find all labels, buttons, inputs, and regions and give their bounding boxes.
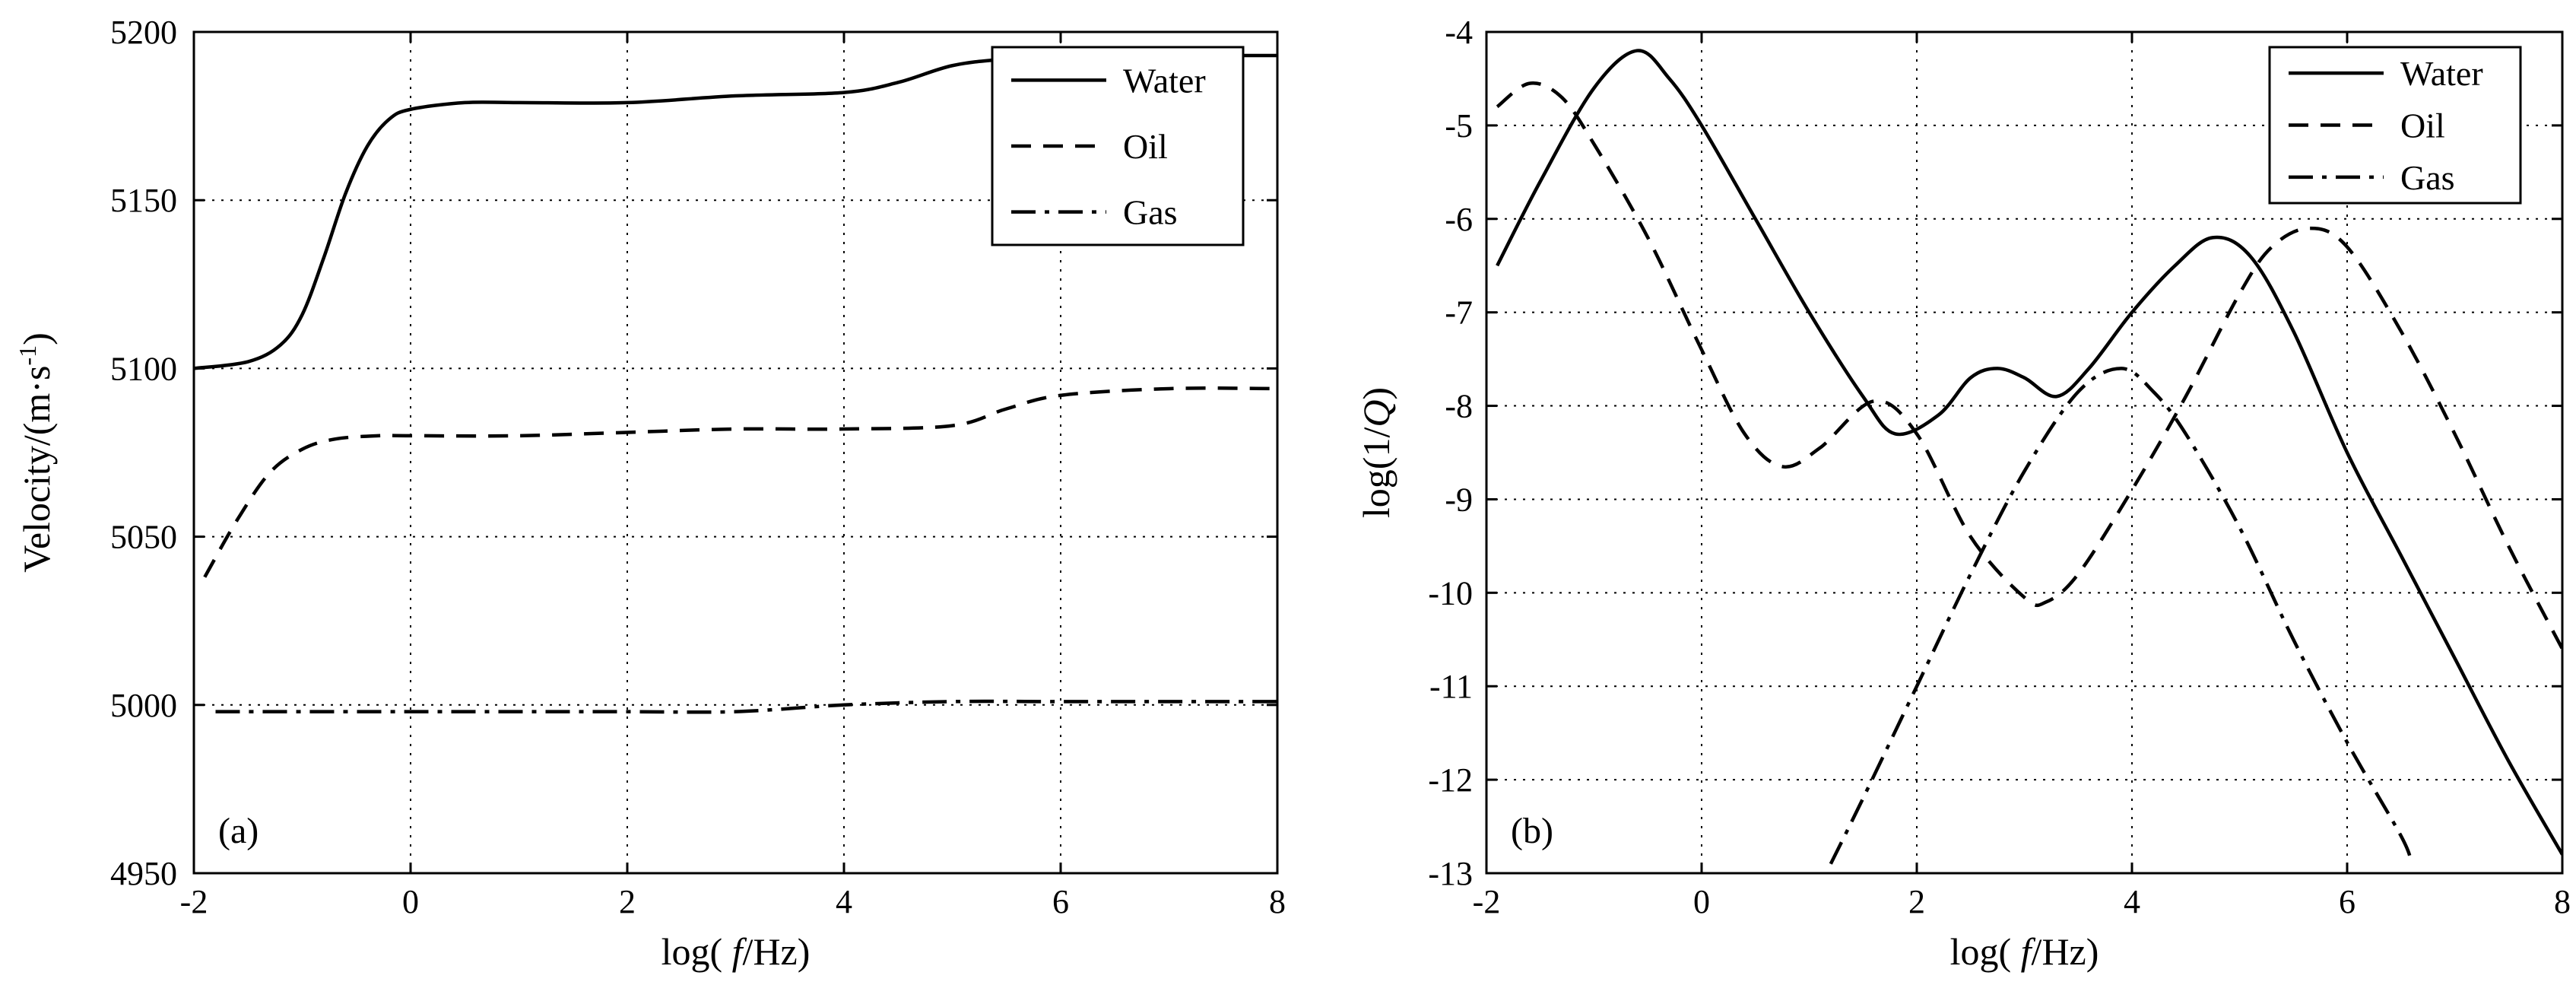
y-tick-label: -11 <box>1429 668 1473 705</box>
legend-label-oil: Oil <box>1123 127 1168 166</box>
y-tick-label: 5100 <box>110 350 177 387</box>
y-tick-label: -9 <box>1445 481 1473 518</box>
y-tick-label: -7 <box>1445 294 1473 332</box>
series-gas-line <box>1829 367 2414 865</box>
series-group <box>1496 49 2562 865</box>
x-tick-label: 2 <box>619 883 636 920</box>
series-water-line <box>1496 49 2562 856</box>
y-tick-label: 5200 <box>110 14 177 51</box>
legend-label-gas: Gas <box>1123 193 1178 232</box>
x-tick-label: 8 <box>2554 883 2571 920</box>
y-tick-label: 4950 <box>110 855 177 892</box>
y-axis-label: Velocity/(m·s-1) <box>14 332 58 572</box>
panel-b-attenuation-chart: -2 0 2 4 6 8 -13 -12 -11 -10 -9 -8 -7 -6 -5 -4 log( f/Hz… <box>1355 14 2571 973</box>
legend-label-gas: Gas <box>2400 158 2455 197</box>
y-tick-label: -8 <box>1445 388 1473 425</box>
y-tick-label: 5050 <box>110 519 177 556</box>
x-axis-label: log( f/Hz) <box>661 930 811 973</box>
series-oil-line <box>1496 81 2562 650</box>
x-axis-label: log( f/Hz) <box>1950 930 2099 973</box>
plot-frame <box>192 30 1279 875</box>
legend-label-oil: Oil <box>2400 106 2445 145</box>
plot-frame <box>1485 30 2564 875</box>
y-tick-label: -5 <box>1445 107 1473 145</box>
x-tick-label: -2 <box>180 883 208 920</box>
x-tick-label: 2 <box>1908 883 1925 920</box>
legend: Water Oil Gas <box>991 46 1245 246</box>
panel-label: (a) <box>218 811 259 851</box>
series-gas-line <box>215 699 1277 714</box>
series-oil-line <box>203 386 1277 578</box>
grid <box>194 32 1277 873</box>
y-tick-label: -12 <box>1428 761 1473 799</box>
x-tick-label: 6 <box>2339 883 2356 920</box>
x-tick-label: -2 <box>1473 883 1501 920</box>
y-tick-label: -13 <box>1428 855 1473 892</box>
legend: Water Oil Gas <box>2268 46 2522 205</box>
y-tick-label: -10 <box>1428 574 1473 612</box>
legend-label-water: Water <box>2400 54 2483 93</box>
legend-label-water: Water <box>1123 61 1206 100</box>
x-tick-label: 4 <box>836 883 852 920</box>
y-tick-label: 5150 <box>110 182 177 219</box>
x-tick-label: 8 <box>1269 883 1286 920</box>
y-tick-label: -6 <box>1445 201 1473 238</box>
panel-label: (b) <box>1511 811 1553 851</box>
y-tick-label: 5000 <box>110 687 177 724</box>
y-tick-label: -4 <box>1445 14 1473 51</box>
panel-a-velocity-chart: -2 0 2 4 6 8 4950 5000 5050 5100 5150 5200 log( f/Hz… <box>14 14 1286 973</box>
x-tick-label: 0 <box>1693 883 1710 920</box>
x-tick-label: 6 <box>1052 883 1069 920</box>
x-tick-label: 0 <box>402 883 419 920</box>
x-tick-label: 4 <box>2124 883 2140 920</box>
y-axis-label: log(1/Q) <box>1355 387 1397 518</box>
